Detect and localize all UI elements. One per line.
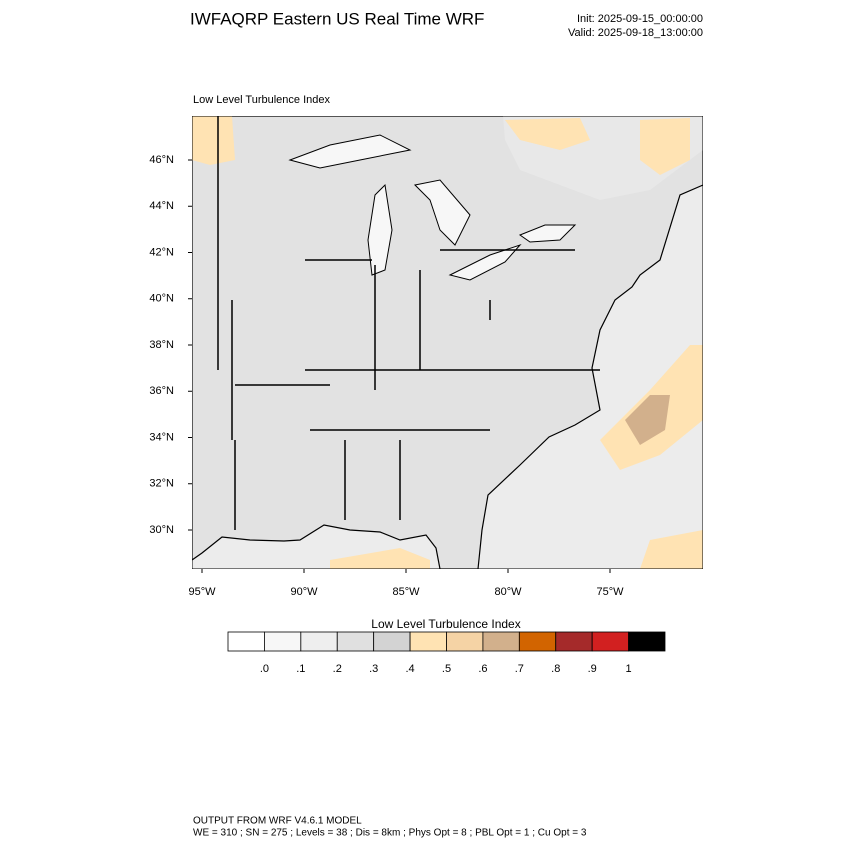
init-time: Init: 2025-09-15_00:00:00 bbox=[577, 13, 703, 25]
colorbar-label: .4 bbox=[405, 663, 414, 675]
footer-line: WE = 310 ; SN = 275 ; Levels = 38 ; Dis … bbox=[193, 828, 587, 839]
lat-label: 40°N bbox=[149, 293, 174, 305]
colorbar-label: .6 bbox=[478, 663, 487, 675]
lon-label: 95°W bbox=[188, 586, 216, 598]
colorbar-label: .2 bbox=[333, 663, 342, 675]
lon-label: 80°W bbox=[494, 586, 522, 598]
colorbar-label: .1 bbox=[296, 663, 305, 675]
colorbar-box bbox=[300, 631, 338, 652]
title: IWFAQRP Eastern US Real Time WRF bbox=[190, 9, 484, 28]
lake-huron bbox=[413, 179, 471, 246]
colorbar-label: .8 bbox=[551, 663, 560, 675]
turbulence-patch bbox=[625, 395, 670, 445]
colorbar-box bbox=[555, 631, 593, 652]
lat-label: 46°N bbox=[149, 154, 174, 166]
lon-label: 90°W bbox=[290, 586, 318, 598]
colorbar: .0 .1 .2 .3 .4 .5 .6 .7 .8 .9 1 bbox=[227, 631, 666, 675]
lat-label: 32°N bbox=[149, 478, 174, 490]
lake-michigan bbox=[367, 183, 393, 276]
lat-label: 34°N bbox=[149, 431, 174, 443]
colorbar-box bbox=[482, 631, 520, 652]
map-area bbox=[192, 116, 703, 569]
colorbar-box bbox=[446, 631, 484, 652]
colorbar-label: .7 bbox=[515, 663, 524, 675]
graticule-labels: 46°N 44°N 42°N 40°N 38°N 36°N 34°N 32°N 30°N 95°W… bbox=[149, 154, 624, 598]
lake-ontario bbox=[518, 224, 577, 243]
turbulence-patch bbox=[330, 548, 430, 569]
colorbar-label: .5 bbox=[442, 663, 451, 675]
valid-time: Valid: 2025-09-18_13:00:00 bbox=[568, 27, 703, 39]
colorbar-label: 1 bbox=[626, 663, 632, 675]
footer-line: OUTPUT FROM WRF V4.6.1 MODEL bbox=[193, 816, 362, 827]
lat-label: 44°N bbox=[149, 200, 174, 212]
lat-label: 30°N bbox=[149, 524, 174, 536]
land bbox=[192, 116, 703, 569]
lat-label: 38°N bbox=[149, 339, 174, 351]
turbulence-patch bbox=[640, 118, 690, 175]
colorbar-box bbox=[373, 631, 411, 652]
lake-erie bbox=[448, 243, 522, 281]
colorbar-box bbox=[518, 631, 557, 652]
lat-label: 42°N bbox=[149, 246, 174, 258]
colorbar-label: .9 bbox=[588, 663, 597, 675]
colorbar-box bbox=[336, 631, 375, 652]
colorbar-title: Low Level Turbulence Index bbox=[371, 617, 520, 631]
map-subtitle: Low Level Turbulence Index bbox=[193, 94, 330, 106]
lake-superior bbox=[288, 134, 412, 169]
turbulence-patch bbox=[505, 118, 590, 150]
colorbar-box bbox=[409, 631, 447, 652]
colorbar-label: .3 bbox=[369, 663, 378, 675]
colorbar-box bbox=[264, 631, 302, 652]
colorbar-box bbox=[591, 631, 629, 652]
lat-label: 36°N bbox=[149, 385, 174, 397]
turbulence-patch bbox=[192, 116, 235, 165]
colorbar-label: .0 bbox=[260, 663, 269, 675]
state-borders bbox=[217, 116, 600, 530]
colorbar-box bbox=[628, 631, 666, 652]
colorbar-box bbox=[227, 631, 265, 652]
lon-label: 75°W bbox=[596, 586, 624, 598]
turbulence-patch bbox=[640, 530, 703, 569]
lon-label: 85°W bbox=[392, 586, 420, 598]
